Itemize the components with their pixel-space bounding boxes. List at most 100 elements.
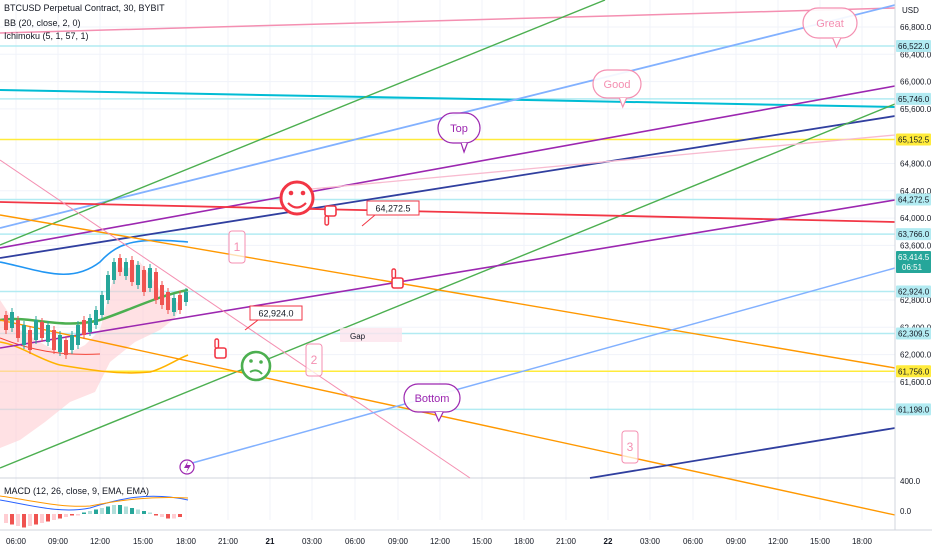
price-label-box-7	[896, 327, 931, 340]
price-tick-8: 62,800.0	[900, 296, 932, 305]
candle-body-22	[136, 265, 140, 285]
hand-finger-1	[391, 268, 397, 279]
macd-bar-3	[22, 514, 26, 528]
candle-body-27	[166, 292, 170, 310]
macd-bar-6	[40, 514, 44, 523]
happy-face-eye-right	[300, 190, 306, 196]
candle-body-23	[142, 270, 146, 292]
trend-line-14	[299, 134, 896, 191]
macd-bar-7	[46, 514, 50, 522]
candle-body-18	[112, 262, 116, 280]
cloud-red	[0, 262, 180, 448]
great-bubble	[802, 7, 858, 39]
tag-62924-box	[249, 305, 303, 321]
macd-bar-17	[106, 506, 110, 514]
macd-bar-24	[148, 512, 152, 514]
neutral-face-outline	[240, 350, 272, 382]
hand-palm-2	[214, 347, 227, 359]
macd-bar-14	[88, 511, 92, 514]
tag-62924-tag: 62,924.0	[249, 305, 303, 321]
trend-line-11	[0, 159, 471, 479]
legend-symbol[interactable]: BTCUSD Perpetual Contract, 30, BYBIT	[4, 2, 165, 14]
price-tick-6: 64,000.0	[900, 214, 932, 223]
macd-bar-8	[52, 514, 56, 520]
macd-tick-1: 0.0	[900, 507, 912, 516]
candle-body-26	[160, 285, 164, 305]
price-label-box-9	[896, 403, 931, 416]
macd-bar-11	[70, 514, 74, 516]
macd-bar-15	[94, 509, 98, 514]
candles	[4, 254, 188, 359]
price-label-countdown-5: 06:51	[902, 263, 923, 272]
bottom-text: Bottom	[415, 393, 450, 405]
macd-bar-1	[10, 514, 14, 525]
trend-line-3	[0, 85, 896, 249]
macd-bar-19	[118, 505, 122, 514]
price-label-text-9: 61,198.0	[898, 405, 930, 414]
candle-body-6	[40, 322, 44, 338]
macd-bar-29	[178, 514, 182, 517]
candle-body-24	[148, 268, 152, 288]
time-tick-15: 03:00	[640, 537, 661, 546]
time-tick-1: 09:00	[48, 537, 69, 546]
macd-indicator-label: MACD (12, 26, close, 9, EMA, EMA)	[4, 486, 150, 496]
candle-body-29	[178, 295, 182, 310]
price-label-text-1: 65,746.0	[898, 95, 930, 104]
great-pointer	[832, 37, 842, 49]
price-label-box-3	[896, 193, 931, 206]
candle-body-7	[46, 325, 50, 342]
price-axis[interactable]: 66,800.0 66,400.0 66,000.0 65,600.0 64,800.0…	[894, 0, 932, 530]
legend-ichimoku[interactable]: Ichimoku (5, 1, 57, 1)	[4, 30, 89, 42]
macd-tick-0: 400.0	[900, 477, 921, 486]
candle-body-1	[10, 312, 14, 328]
tag-64272-value: 64,272.5	[375, 204, 410, 214]
tag-64272-tag: 64,272.5	[366, 200, 420, 216]
time-tick-16: 06:00	[683, 537, 704, 546]
time-axis-bg	[0, 530, 932, 550]
candle-body-14	[88, 318, 92, 332]
candle-body-8	[52, 330, 56, 350]
candle-body-0	[4, 315, 8, 330]
hand-finger-0	[324, 215, 330, 226]
macd-bar-27	[166, 514, 170, 519]
bb-indicator-label: BB (20, close, 2, 0)	[4, 18, 81, 28]
time-axis[interactable]: 06:00 09:00 12:00 15:00 18:00 21:00 21 03:00 06:…	[0, 529, 932, 550]
candle-body-12	[76, 325, 80, 345]
bottom-callout: Bottom	[403, 383, 461, 423]
price-label-text-6: 62,924.0	[898, 288, 930, 297]
candle-body-25	[154, 272, 158, 300]
candle-body-11	[70, 335, 74, 350]
candle-body-9	[58, 335, 62, 352]
price-label-text-7: 62,309.5	[898, 329, 930, 338]
gap-zone	[340, 328, 402, 342]
price-tick-7: 63,600.0	[900, 241, 932, 250]
legend-bb[interactable]: BB (20, close, 2, 0)	[4, 17, 81, 29]
macd-bar-9	[58, 514, 62, 519]
candle-body-16	[100, 295, 104, 315]
price-label-text-2: 65,152.5	[898, 135, 930, 144]
annotations: Great Good Top Bottom 64,272.5 62,924.0 Gap 1 2 3	[179, 7, 858, 475]
price-label-text-3: 64,272.5	[898, 196, 930, 205]
trend-line-10	[0, 319, 896, 516]
price-tick-11: 61,600.0	[900, 378, 932, 387]
top-callout: Top	[437, 112, 481, 154]
time-tick-7: 03:00	[302, 537, 323, 546]
price-label-box-4	[896, 228, 931, 241]
candle-body-15	[94, 310, 98, 325]
happy-face-outline	[279, 180, 315, 216]
time-tick-17: 09:00	[726, 537, 747, 546]
good-text: Good	[604, 79, 631, 91]
macd-bar-18	[112, 505, 116, 514]
legend-macd[interactable]: MACD (12, 26, close, 9, EMA, EMA)	[4, 485, 149, 497]
trend-line-6	[0, 103, 896, 469]
wave-box-2	[621, 430, 639, 464]
time-tick-5: 21:00	[218, 537, 239, 546]
candle-body-5	[34, 320, 38, 340]
macd-signal-line	[0, 495, 189, 507]
symbol-title: BTCUSD Perpetual Contract, 30, BYBIT	[4, 3, 165, 13]
macd-bar-0	[4, 514, 8, 523]
macd-bar-28	[172, 514, 176, 519]
trend-line-13	[589, 427, 896, 479]
price-label-text-8: 61,756.0	[898, 367, 930, 376]
